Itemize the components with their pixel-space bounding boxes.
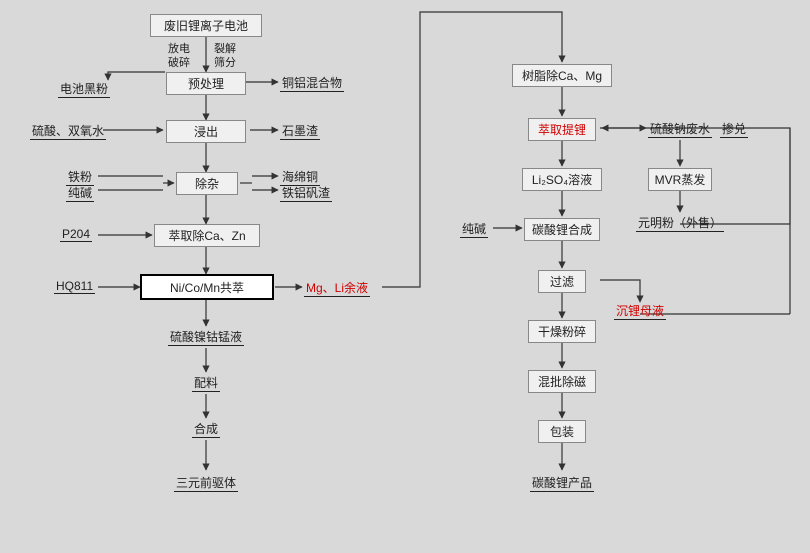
node-impurity: 除杂	[176, 172, 238, 195]
label-mg-li-residue: Mg、Li余液	[304, 279, 370, 297]
label-soda1: 纯碱	[66, 184, 94, 202]
label-cu-al-mix: 铜铝混合物	[280, 74, 344, 92]
label-p204: P204	[60, 227, 92, 242]
label-black-powder: 电池黑粉	[58, 80, 110, 98]
node-pack: 包装	[538, 420, 586, 443]
label-li2co3-product: 碳酸锂产品	[530, 474, 594, 492]
label-hq811: HQ811	[54, 279, 95, 294]
label-yuanming: 元明粉（外售）	[636, 214, 724, 232]
node-mvr: MVR蒸发	[648, 168, 712, 191]
label-soda2: 纯碱	[460, 220, 488, 238]
node-leach: 浸出	[166, 120, 246, 143]
node-mixmag: 混批除磁	[528, 370, 596, 393]
node-li2co3-synth: 碳酸锂合成	[524, 218, 600, 241]
label-ncm-sulfate: 硫酸镍钴锰液	[168, 328, 244, 346]
node-filter: 过滤	[538, 270, 586, 293]
node-extract-cazn: 萃取除Ca、Zn	[154, 224, 260, 247]
connectors-layer	[0, 0, 810, 553]
node-pretreat: 预处理	[166, 72, 246, 95]
node-dry: 干燥粉碎	[528, 320, 596, 343]
label-h2so4: 硫酸、双氧水	[30, 122, 106, 140]
label-synth: 合成	[192, 420, 220, 438]
node-resin-camg: 树脂除Ca、Mg	[512, 64, 612, 87]
node-li-extract: 萃取提锂	[528, 118, 596, 141]
label-graphite: 石墨渣	[280, 122, 320, 140]
label-sieve: 筛分	[214, 54, 236, 70]
node-li-extract-text: 萃取提锂	[538, 121, 586, 138]
label-na2so4-waste: 硫酸钠废水	[648, 120, 712, 138]
node-ncm-coextract: Ni/Co/Mn共萃	[140, 274, 274, 300]
label-crush: 破碎	[168, 54, 190, 70]
node-li2so4: Li₂SO₄溶液	[522, 168, 602, 191]
label-chandui: 掺兑	[720, 120, 748, 138]
label-precursor: 三元前驱体	[174, 474, 238, 492]
label-mother-liquor: 沉锂母液	[614, 302, 666, 320]
label-fe-al-v: 铁铝矾渣	[280, 184, 332, 202]
label-batching: 配料	[192, 374, 220, 392]
node-waste-battery: 废旧锂离子电池	[150, 14, 262, 37]
